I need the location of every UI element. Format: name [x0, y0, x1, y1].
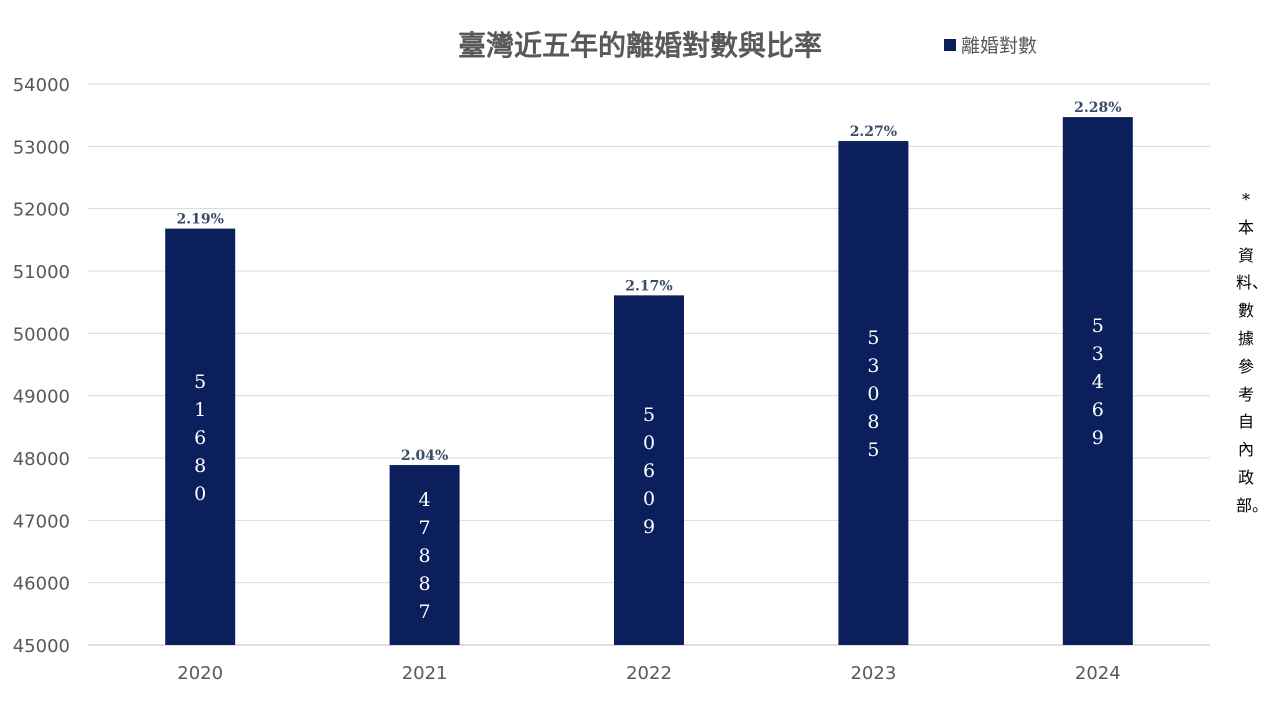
x-tick-label: 2020 — [177, 663, 223, 684]
bar — [1062, 117, 1133, 645]
y-tick-label: 54000 — [13, 75, 70, 96]
x-tick-label: 2023 — [850, 663, 896, 684]
y-tick-label: 47000 — [13, 511, 70, 532]
source-note: *本資料、數據參考自內政部。 — [1236, 190, 1269, 515]
y-tick-label: 45000 — [13, 636, 70, 657]
legend-label: 離婚對數 — [961, 35, 1038, 57]
legend: 離婚對數 — [944, 31, 1037, 58]
x-tick-label: 2022 — [626, 663, 672, 684]
y-tick-label: 50000 — [13, 324, 70, 345]
bar — [838, 141, 909, 645]
y-tick-label: 52000 — [13, 200, 70, 221]
bar — [165, 228, 236, 645]
y-tick-label: 53000 — [13, 137, 70, 158]
bar — [389, 465, 460, 645]
bar — [614, 295, 684, 645]
rate-label: 2.19% — [176, 212, 223, 228]
rate-label: 2.04% — [401, 448, 448, 464]
y-tick-label: 51000 — [13, 262, 70, 283]
legend-swatch — [944, 38, 956, 51]
rate-label: 2.17% — [625, 278, 672, 294]
x-tick-label: 2021 — [402, 663, 448, 684]
y-tick-label: 49000 — [13, 387, 70, 408]
x-tick-label: 2024 — [1075, 663, 1121, 684]
chart-title: 臺灣近五年的離婚對數與比率 — [457, 29, 822, 62]
rate-label: 2.28% — [1074, 100, 1121, 116]
rate-label: 2.27% — [850, 124, 897, 140]
y-tick-label: 46000 — [13, 574, 70, 595]
y-tick-label: 48000 — [13, 449, 70, 470]
